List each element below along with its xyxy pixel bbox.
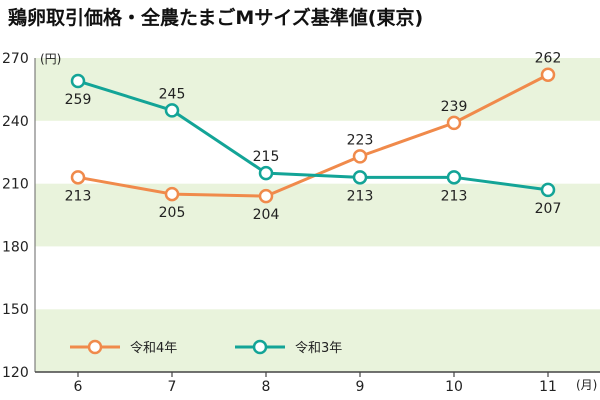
series-points bbox=[70, 67, 556, 204]
data-label: 245 bbox=[159, 86, 186, 102]
data-point bbox=[164, 186, 180, 202]
x-tick-label: 7 bbox=[168, 379, 177, 395]
legend-label: 令和3年 bbox=[295, 341, 342, 356]
data-point bbox=[352, 149, 368, 164]
data-point bbox=[164, 103, 180, 118]
data-label: 204 bbox=[253, 207, 280, 223]
y-tick-label: 180 bbox=[2, 239, 29, 255]
y-tick-label: 270 bbox=[2, 51, 29, 67]
data-point bbox=[540, 67, 556, 82]
background-band bbox=[35, 309, 600, 372]
y-axis: 120 150 180 210 240 270 bbox=[2, 51, 29, 381]
background-band bbox=[35, 58, 600, 121]
x-axis: 6 7 8 9 10 11 bbox=[74, 372, 557, 395]
data-label: 205 bbox=[159, 205, 186, 221]
data-point bbox=[258, 165, 274, 181]
background-band bbox=[35, 183, 600, 247]
data-point bbox=[258, 188, 274, 204]
x-tick-label: 8 bbox=[262, 379, 271, 395]
legend-swatch-marker bbox=[87, 339, 103, 355]
data-label: 213 bbox=[347, 188, 374, 204]
data-label: 259 bbox=[65, 92, 92, 108]
x-tick-label: 11 bbox=[539, 379, 557, 395]
plot-background bbox=[35, 58, 600, 372]
data-label: 223 bbox=[347, 132, 374, 148]
legend-swatch-marker bbox=[252, 339, 268, 355]
legend: 令和4年 令和3年 bbox=[70, 339, 342, 356]
x-axis-unit: (月) bbox=[576, 378, 597, 392]
legend-label: 令和4年 bbox=[130, 341, 177, 356]
y-tick-label: 240 bbox=[2, 114, 29, 130]
y-axis-unit: (円) bbox=[40, 52, 61, 66]
chart-title: 鶏卵取引価格・全農たまごMサイズ基準値(東京) bbox=[8, 6, 423, 29]
data-point bbox=[70, 170, 86, 185]
data-labels: 213 205 204 223 239 262 259 245 215 213 213 207 bbox=[65, 51, 562, 223]
y-tick-label: 210 bbox=[2, 177, 29, 193]
data-point bbox=[540, 182, 556, 198]
data-point bbox=[446, 115, 462, 131]
x-tick-label: 6 bbox=[74, 379, 83, 395]
x-tick-label: 10 bbox=[445, 379, 463, 395]
data-label: 215 bbox=[253, 149, 280, 165]
data-label: 207 bbox=[535, 201, 562, 217]
data-point bbox=[352, 170, 368, 185]
data-label: 262 bbox=[535, 51, 562, 67]
data-label: 239 bbox=[441, 99, 468, 115]
data-point bbox=[70, 73, 86, 89]
data-label: 213 bbox=[441, 188, 468, 204]
y-tick-label: 150 bbox=[2, 302, 29, 318]
data-point bbox=[446, 170, 462, 185]
plot-grid bbox=[34, 58, 600, 373]
x-tick-label: 9 bbox=[356, 379, 365, 395]
series-line bbox=[77, 79, 549, 192]
y-tick-label: 120 bbox=[2, 365, 29, 381]
series-lines bbox=[77, 73, 549, 198]
background-band bbox=[35, 246, 600, 310]
data-label: 213 bbox=[65, 188, 92, 204]
